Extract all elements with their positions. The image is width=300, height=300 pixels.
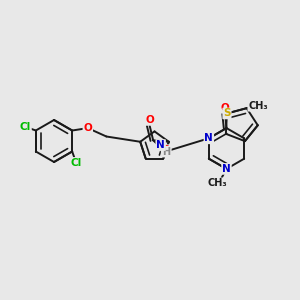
Text: O: O [220,103,230,113]
Text: N: N [222,164,231,174]
Text: O: O [162,145,170,155]
Text: H: H [163,147,171,157]
Text: O: O [83,123,92,133]
Text: Cl: Cl [20,122,31,132]
Text: O: O [145,115,154,125]
Text: N: N [156,140,165,150]
Text: S: S [223,108,231,118]
Text: CH₃: CH₃ [248,101,268,111]
Text: N: N [205,133,213,143]
Text: CH₃: CH₃ [208,178,227,188]
Text: Cl: Cl [70,158,81,168]
